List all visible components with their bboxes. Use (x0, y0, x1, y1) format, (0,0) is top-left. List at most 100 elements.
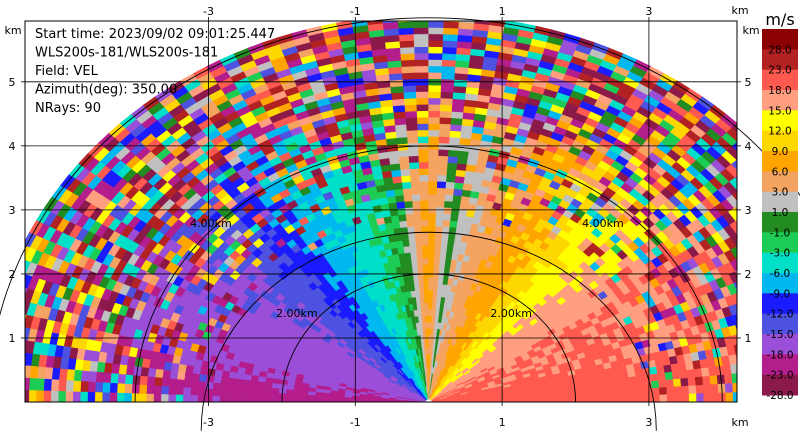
velocity-cell (743, 300, 754, 312)
velocity-cell (212, 395, 219, 402)
velocity-cell (256, 392, 264, 398)
velocity-cell (29, 378, 37, 390)
velocity-cell (399, 156, 409, 163)
velocity-cell (746, 310, 757, 322)
velocity-cell (737, 231, 750, 244)
velocity-cell (29, 390, 37, 402)
velocity-cell (452, 201, 461, 208)
velocity-cell (423, 328, 426, 335)
velocity-cell (429, 245, 435, 252)
velocity-cell (448, 156, 458, 163)
velocity-cell (424, 290, 429, 297)
velocity-cell (242, 396, 250, 402)
velocity-cell (2, 350, 11, 364)
velocity-cell (453, 195, 462, 202)
velocity-cell (412, 188, 421, 195)
velocity-cell (15, 364, 24, 377)
velocity-cell (429, 322, 432, 328)
velocity-cell (396, 195, 405, 202)
velocity-cell (447, 163, 457, 170)
velocity-cell (410, 168, 420, 175)
velocity-cell (414, 21, 429, 28)
velocity-cell (398, 21, 414, 28)
velocity-cell (271, 397, 278, 402)
velocity-cell (66, 369, 74, 380)
velocity-cell (397, 201, 406, 208)
velocity-cell (408, 226, 416, 233)
velocity-cell (409, 149, 419, 156)
velocity-cell (271, 392, 279, 397)
velocity-cell (429, 40, 444, 47)
velocity-cell (161, 386, 169, 394)
velocity-cell (80, 391, 88, 402)
velocity-cell (438, 162, 448, 169)
velocity-cell (429, 53, 443, 60)
velocity-cell (420, 194, 428, 201)
velocity-cell (154, 394, 162, 402)
velocity-cell (418, 136, 429, 143)
velocity-cell (73, 380, 81, 391)
velocity-cell (439, 130, 450, 137)
velocity-cell (14, 377, 22, 390)
velocity-cell (176, 387, 184, 395)
velocity-cell (0, 362, 2, 376)
velocity-cell (404, 92, 417, 99)
velocity-cell (439, 149, 449, 156)
velocity-cell (227, 384, 235, 391)
velocity-cell (7, 376, 15, 389)
velocity-cell (0, 322, 2, 336)
velocity-cell (404, 246, 411, 253)
velocity-cell (408, 136, 419, 143)
velocity-cell (429, 162, 439, 169)
velocity-cell (425, 296, 429, 303)
velocity-cell (429, 168, 438, 175)
velocity-cell (429, 277, 434, 284)
velocity-cell (429, 124, 440, 131)
velocity-cell (169, 378, 177, 386)
velocity-cell (435, 232, 442, 239)
velocity-cell (0, 323, 9, 337)
velocity-cell (425, 303, 429, 310)
velocity-cell (176, 379, 184, 387)
velocity-cell (435, 252, 441, 259)
velocity-cell (429, 91, 441, 98)
velocity-cell (58, 379, 66, 391)
velocity-cell (422, 226, 429, 233)
velocity-cell (429, 220, 436, 227)
velocity-cell (449, 137, 460, 144)
velocity-cell (412, 194, 421, 201)
velocity-cell (411, 252, 418, 259)
velocity-cell (286, 398, 293, 402)
velocity-cell (445, 194, 454, 201)
velocity-cell (9, 351, 18, 364)
velocity-cell (419, 168, 428, 175)
velocity-cell (421, 220, 428, 227)
velocity-cell (393, 105, 405, 112)
velocity-cell (440, 117, 452, 124)
velocity-cell (88, 371, 96, 382)
velocity-cell (308, 398, 315, 402)
velocity-cell (437, 200, 445, 207)
velocity-cell (447, 169, 457, 176)
velocity-cell (402, 175, 412, 182)
velocity-cell (220, 389, 228, 396)
velocity-cell (402, 182, 411, 189)
velocity-cell (420, 290, 425, 297)
velocity-cell (405, 104, 417, 111)
velocity-cell (0, 376, 8, 389)
velocity-cell (424, 277, 429, 284)
velocity-cell (442, 72, 456, 79)
velocity-cell (419, 277, 424, 284)
velocity-cell (429, 117, 440, 124)
velocity-cell (415, 66, 428, 73)
velocity-cell (51, 379, 59, 391)
velocity-cell (36, 378, 44, 390)
velocity-cell (425, 316, 428, 322)
velocity-cell (429, 21, 444, 28)
velocity-cell (73, 391, 81, 402)
velocity-cell (409, 156, 419, 163)
velocity-cell (440, 104, 452, 111)
velocity-cell (437, 194, 446, 201)
velocity-cell (405, 201, 414, 208)
velocity-cell (399, 34, 414, 41)
